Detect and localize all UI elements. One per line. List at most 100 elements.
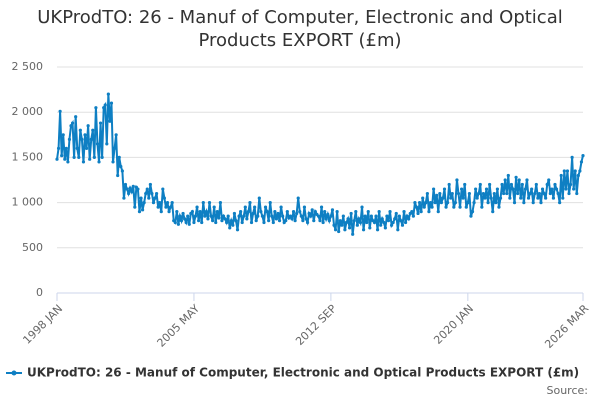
point (56, 146, 61, 150)
point (245, 217, 249, 221)
point (161, 187, 165, 191)
point (500, 182, 504, 187)
point (525, 178, 529, 182)
point (405, 214, 409, 218)
point (100, 155, 104, 159)
point (550, 187, 554, 191)
y-tick-label: 1 000 (12, 196, 44, 209)
point (274, 217, 279, 221)
point (530, 187, 534, 191)
point (463, 182, 467, 187)
point (75, 146, 79, 150)
x-tick-label: 1998 JAN (20, 302, 65, 347)
point (77, 155, 81, 159)
point (114, 133, 118, 137)
point (421, 196, 425, 200)
x-tick-label: 2005 MAY (155, 302, 203, 350)
point (460, 187, 464, 191)
point (380, 217, 384, 221)
point (231, 223, 235, 227)
point (251, 211, 255, 216)
point (486, 201, 490, 205)
point (197, 219, 201, 223)
point (576, 173, 580, 178)
point (234, 219, 238, 223)
point (327, 219, 331, 223)
point (203, 214, 207, 218)
point (60, 153, 64, 158)
point (226, 214, 230, 218)
point (531, 201, 535, 205)
point (483, 196, 487, 200)
point (316, 214, 321, 218)
point (217, 216, 221, 220)
point (352, 219, 356, 223)
point (517, 178, 521, 182)
point (357, 217, 361, 221)
point (95, 142, 100, 146)
point (438, 191, 442, 196)
point (399, 219, 403, 223)
point (467, 191, 471, 196)
point (94, 106, 98, 110)
point (137, 210, 142, 214)
point (285, 210, 289, 214)
point (260, 214, 265, 218)
point (83, 133, 87, 137)
point (302, 205, 307, 209)
point (523, 187, 528, 191)
point (288, 214, 293, 218)
point (453, 201, 457, 205)
point (190, 210, 194, 214)
point (58, 109, 62, 113)
point (150, 191, 154, 196)
point (263, 205, 268, 209)
point (256, 214, 260, 218)
point (355, 223, 359, 227)
point (491, 210, 495, 214)
point (372, 220, 377, 225)
point (411, 214, 415, 218)
point (55, 157, 59, 161)
point (509, 182, 514, 187)
y-tick-label: 0 (36, 286, 43, 299)
point (66, 160, 70, 164)
point (497, 205, 501, 209)
point (458, 205, 462, 209)
point (416, 211, 420, 216)
point (393, 217, 397, 221)
point (296, 196, 300, 200)
point (343, 228, 347, 232)
point (556, 191, 560, 196)
point (333, 228, 338, 232)
point (417, 201, 422, 205)
x-tick-label: 2012 SEP (293, 302, 339, 348)
point (97, 160, 101, 164)
point (534, 182, 538, 187)
point (156, 205, 160, 209)
point (181, 211, 185, 216)
point (425, 191, 429, 196)
point (119, 164, 123, 169)
legend-label: UKProdTO: 26 - Manuf of Computer, Electr… (27, 366, 579, 380)
point (67, 137, 72, 141)
point (232, 211, 237, 216)
point (154, 191, 159, 196)
point (63, 157, 67, 161)
point (257, 196, 261, 200)
point (323, 210, 327, 214)
point (277, 219, 282, 223)
point (478, 182, 482, 187)
point (214, 220, 218, 225)
point (173, 220, 177, 225)
point (358, 220, 363, 225)
point (402, 210, 406, 214)
point (88, 157, 92, 161)
point (449, 196, 453, 200)
point (242, 214, 246, 218)
point (239, 210, 243, 214)
point (388, 210, 392, 214)
point (461, 196, 465, 200)
point (61, 133, 65, 137)
point (117, 155, 121, 159)
